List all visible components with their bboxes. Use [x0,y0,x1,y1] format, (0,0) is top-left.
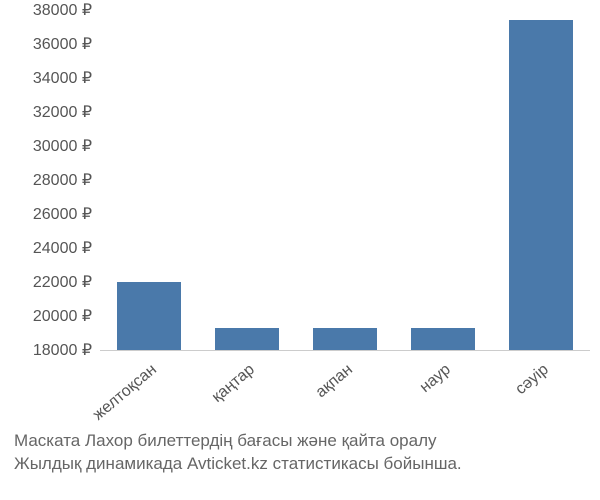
y-tick-label: 28000 ₽ [33,170,92,190]
x-tick-label: желтоқсан [72,361,160,439]
y-tick-label: 34000 ₽ [33,68,92,88]
x-tick-label: наур [366,361,454,439]
y-tick-label: 18000 ₽ [33,340,92,360]
price-bar-chart: 18000 ₽ 20000 ₽ 22000 ₽ 24000 ₽ 26000 ₽ 28000… [10,10,590,410]
y-tick-label: 38000 ₽ [33,0,92,20]
caption-line-1: Маската Лахор билеттердің бағасы және қа… [14,430,462,453]
bar [215,328,279,350]
bar [411,328,475,350]
chart-caption: Маската Лахор билеттердің бағасы және қа… [14,430,462,476]
x-axis: желтоқсанқаңтарақпаннаурсәуір [100,355,590,415]
bar [313,328,377,350]
x-tick-label: қаңтар [170,361,258,439]
x-tick-label: ақпан [268,361,356,439]
y-tick-label: 20000 ₽ [33,306,92,326]
y-tick-label: 32000 ₽ [33,102,92,122]
x-tick-label: сәуір [464,361,552,439]
bar [117,282,181,350]
y-tick-label: 24000 ₽ [33,238,92,258]
plot-area [100,10,590,351]
y-tick-label: 22000 ₽ [33,272,92,292]
y-axis: 18000 ₽20000 ₽22000 ₽24000 ₽26000 ₽28000… [10,10,100,350]
bar [509,20,573,350]
y-tick-label: 26000 ₽ [33,204,92,224]
caption-line-2: Жылдық динамикада Avticket.kz статистика… [14,453,462,476]
y-tick-label: 30000 ₽ [33,136,92,156]
y-tick-label: 36000 ₽ [33,34,92,54]
